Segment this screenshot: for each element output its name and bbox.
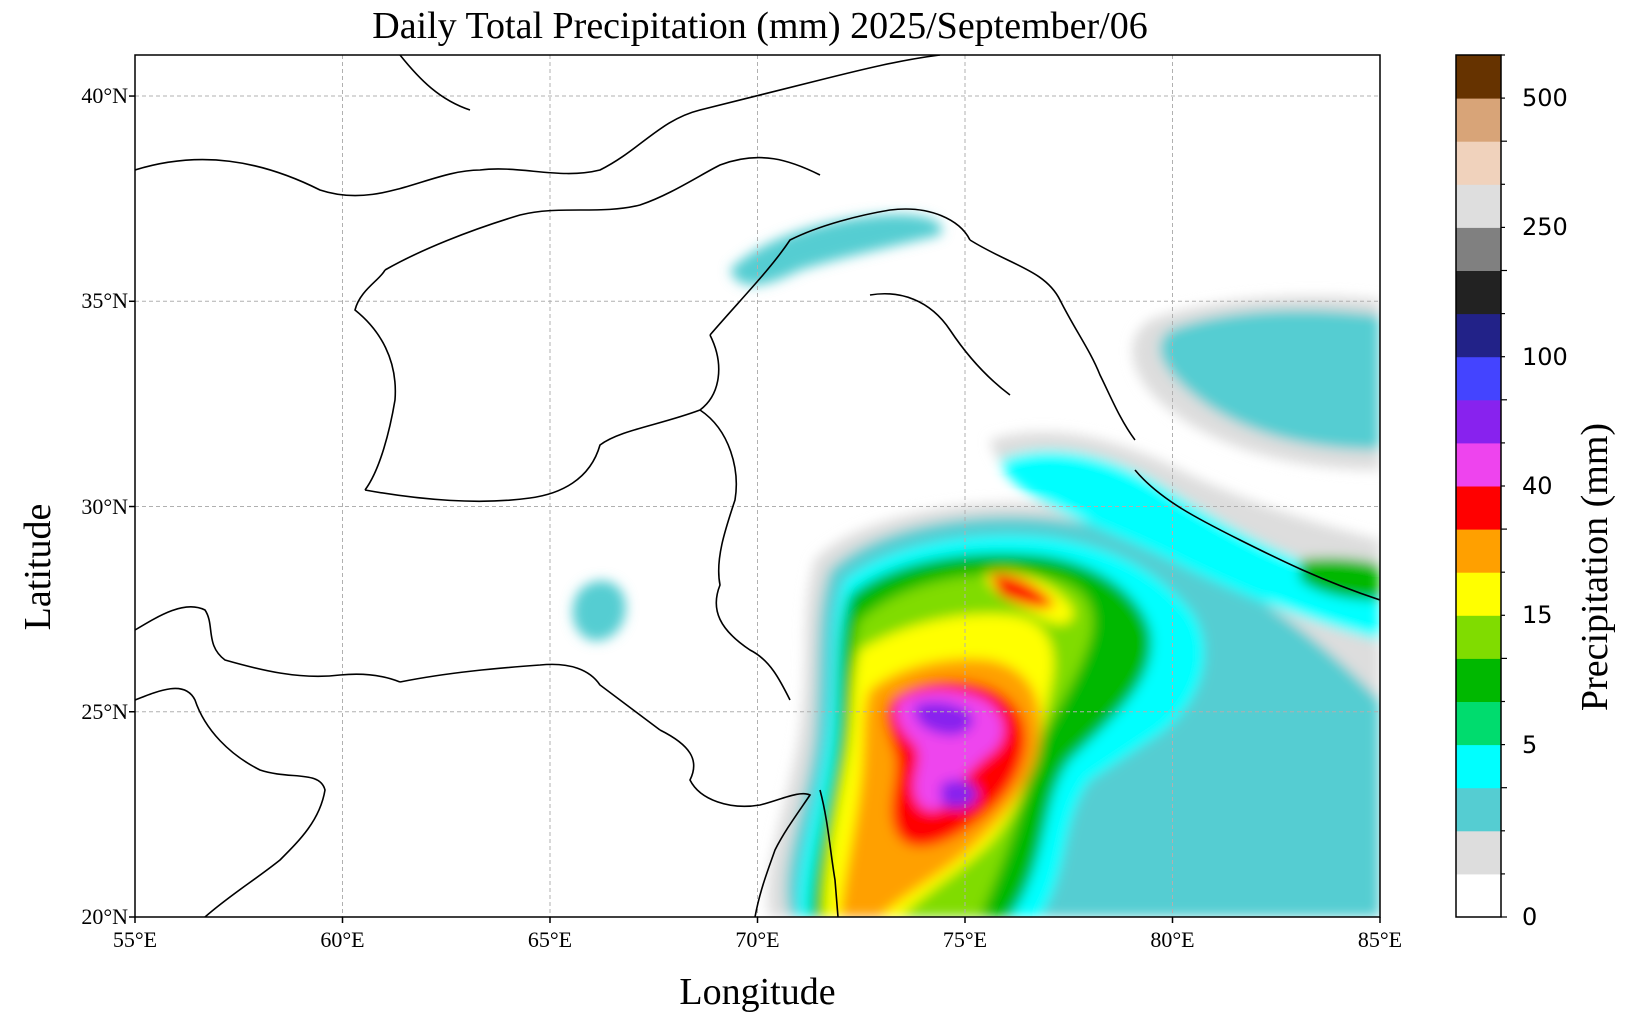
colorbar-segment <box>1456 399 1501 444</box>
colorbar-tick-label: 40 <box>1522 472 1553 500</box>
colorbar-tick-label: 0 <box>1522 903 1538 931</box>
x-tick-label: 55°E <box>112 927 158 952</box>
colorbar-segment <box>1456 658 1501 702</box>
precipitation-field <box>572 214 1380 917</box>
gridlines <box>135 55 1380 917</box>
x-tick-label: 80°E <box>1150 927 1195 952</box>
colorbar-tick-label: 500 <box>1522 84 1568 113</box>
colorbar-segment <box>1456 356 1501 401</box>
colorbar-segment <box>1456 701 1501 746</box>
rain-region-purple <box>914 701 974 736</box>
afghan-pakistan-border <box>364 334 720 503</box>
colorbar-ticks <box>1501 54 1507 918</box>
x-tick-label: 60°E <box>320 927 365 952</box>
colorbar-tick-label: 15 <box>1522 601 1553 630</box>
colorbar-segment <box>1456 227 1501 271</box>
colorbar-segment <box>1456 184 1501 228</box>
nepal-border <box>1134 469 1380 601</box>
colorbar-segment <box>1456 442 1501 487</box>
colorbar-segment <box>1456 572 1501 616</box>
x-tick-label: 75°E <box>942 927 988 952</box>
y-tick-label: 20°N <box>81 904 128 929</box>
colorbar-segment <box>1456 270 1501 315</box>
y-tick-label: 40°N <box>81 83 128 109</box>
iran-pakistan-coast <box>399 663 661 731</box>
colorbar-segment <box>1456 313 1501 358</box>
coastlines-and-borders <box>135 55 1380 917</box>
rain-region-west-cyan <box>572 580 626 641</box>
rain-region-hindukush-cyan <box>730 214 942 286</box>
rain-region-north-cyan <box>1160 310 1380 450</box>
colorbar-segment <box>1456 744 1501 789</box>
axis-ticks <box>129 95 1381 923</box>
caspian-edge <box>399 55 471 111</box>
rain-region-purple-south <box>940 779 978 809</box>
map-title: Daily Total Precipitation (mm) 2025/Sept… <box>372 5 1148 47</box>
colorbar-segment <box>1456 529 1501 573</box>
rain-region-himalaya-aqua <box>1000 450 1380 640</box>
iran-border <box>354 269 397 491</box>
colorbar-segment <box>1456 830 1501 875</box>
arabian-coast <box>135 605 401 683</box>
y-tick-label: 25°N <box>81 698 128 724</box>
colorbar-segment <box>1456 873 1501 918</box>
colorbar <box>1456 55 1501 918</box>
colorbar-segment <box>1456 787 1501 832</box>
x-tick-label: 85°E <box>1357 927 1403 952</box>
oman-coast <box>135 687 326 917</box>
colorbar-segment <box>1456 98 1501 142</box>
colorbar-tick-label: 100 <box>1522 342 1568 371</box>
gujarat-coast <box>659 729 812 917</box>
china-india-border <box>969 239 1136 441</box>
india-west-coast <box>819 789 839 917</box>
colorbar-segment <box>1456 55 1501 99</box>
colorbar-segment <box>1456 141 1501 185</box>
pakistan-india-border <box>699 409 791 701</box>
colorbar-segment <box>1456 486 1501 530</box>
kashmir-border <box>869 293 1011 396</box>
y-tick-label: 35°N <box>81 288 128 314</box>
colorbar-tick-label: 250 <box>1522 213 1568 242</box>
rain-region-east-green <box>1300 557 1380 600</box>
pakistan-north-border <box>709 208 971 336</box>
x-tick-label: 65°E <box>527 927 573 952</box>
x-tick-label: 70°E <box>735 927 780 952</box>
rain-region-red-north <box>990 574 1055 608</box>
colorbar-tick-label: 5 <box>1522 730 1538 759</box>
x-axis-label: Longitude <box>679 971 836 1013</box>
colorbar-segment <box>1456 615 1501 659</box>
y-tick-label: 30°N <box>81 493 128 519</box>
afghan-north-border <box>384 156 821 271</box>
central-asia-border <box>135 55 941 197</box>
